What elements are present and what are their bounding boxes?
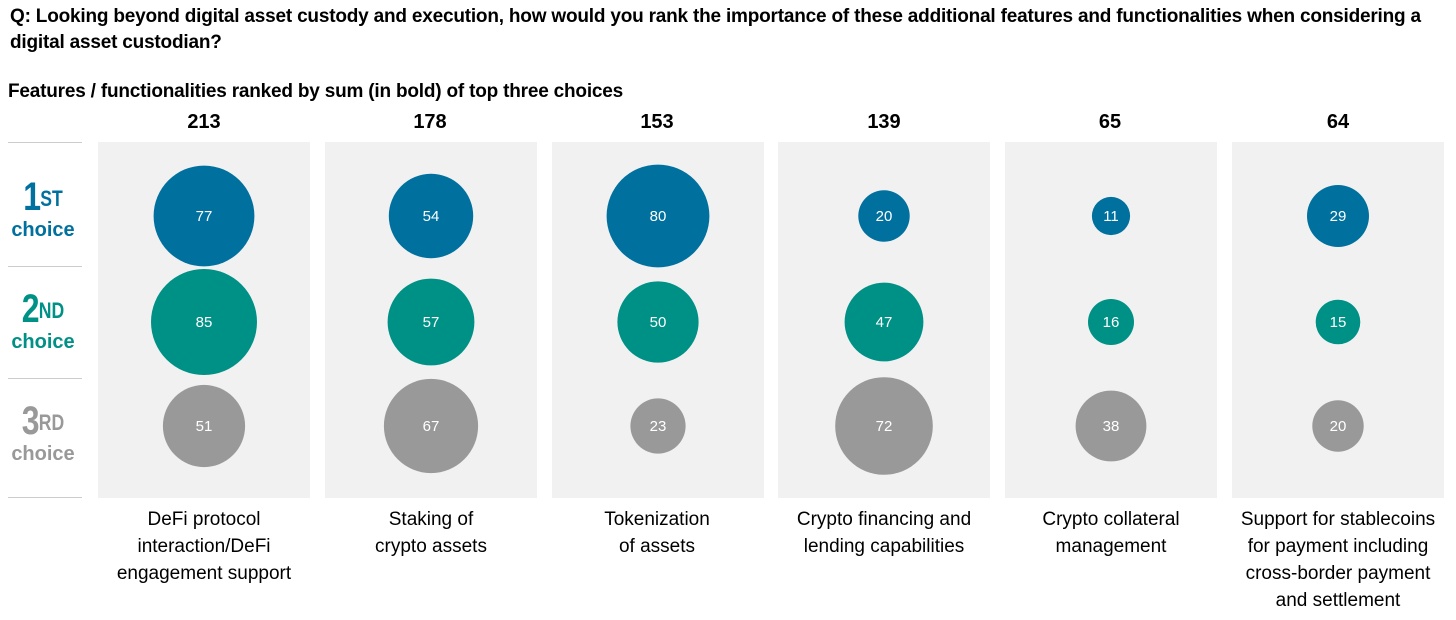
category-label-line: and settlement <box>1275 590 1401 611</box>
row-divider <box>8 378 82 379</box>
row-number: 2 <box>21 287 40 331</box>
row-suffix: ND <box>38 298 65 323</box>
category-label-line: Staking of <box>388 509 474 530</box>
category-label-line: of assets <box>618 536 696 557</box>
category-label-line: DeFi protocol <box>147 509 261 530</box>
category-label-line: Tokenization <box>604 509 710 530</box>
total-staking: 178 <box>413 111 447 133</box>
row-number: 1 <box>23 175 41 219</box>
row-divider <box>8 266 82 267</box>
bubble-value-label: 77 <box>196 208 213 225</box>
row-label-third-choice: 3RD choice <box>8 400 78 466</box>
category-label-tokenization: Tokenization of assets <box>545 506 769 560</box>
bubble-value-label: 72 <box>876 418 893 435</box>
bubble-value-label: 54 <box>423 208 440 225</box>
bubble <box>153 165 255 267</box>
chart-title: Features / functionalities ranked by sum… <box>8 81 624 102</box>
bubble-value-label: 23 <box>650 418 667 435</box>
bubble-value-label: 67 <box>423 418 440 435</box>
bubble-value-label: 20 <box>1330 418 1347 435</box>
bubble-value-label: 50 <box>650 314 667 331</box>
bubble-value-label: 51 <box>196 418 213 435</box>
category-label-defi: DeFi protocol interaction/DeFi engagement … <box>92 506 316 587</box>
row-label-second-choice: 2ND choice <box>8 288 78 354</box>
bubble-value-label: 85 <box>196 314 213 331</box>
bubble <box>835 377 933 475</box>
category-label-line: interaction/DeFi <box>137 536 271 557</box>
total-stablecoins: 64 <box>1326 111 1350 133</box>
category-label-staking: Staking of crypto assets <box>319 506 543 560</box>
row-label-first-choice: 1ST choice <box>8 176 78 242</box>
category-label-line: for payment including <box>1247 536 1429 557</box>
bubble-value-label: 47 <box>876 314 893 331</box>
total-tokenization: 153 <box>640 111 674 133</box>
bubble <box>162 384 246 468</box>
bubble-value-label: 20 <box>876 208 893 225</box>
category-label-line: engagement support <box>116 563 292 584</box>
row-word: choice <box>11 331 75 353</box>
total-defi: 213 <box>187 111 221 133</box>
bubble <box>858 190 910 242</box>
category-label-line: management <box>1055 536 1167 557</box>
bubble <box>1315 299 1361 345</box>
bubble-value-label: 57 <box>423 314 440 331</box>
category-label-line: Support for stablecoins <box>1240 509 1436 530</box>
total-financing: 139 <box>867 111 901 133</box>
bubble <box>844 282 924 362</box>
bubble-value-label: 16 <box>1103 314 1120 331</box>
bubble <box>388 173 474 259</box>
row-divider <box>8 142 82 143</box>
category-label-line: Crypto financing and <box>796 509 972 530</box>
bubble <box>383 378 479 474</box>
bubble <box>606 164 710 268</box>
category-label-line: Crypto collateral <box>1042 509 1180 530</box>
category-label-collateral: Crypto collateral management <box>999 506 1223 560</box>
row-ordinal: 3RD <box>15 400 71 442</box>
category-label-financing: Crypto financing and lending capabilities <box>772 506 996 560</box>
bubble <box>1312 400 1364 452</box>
bubble <box>630 398 686 454</box>
bubble-value-label: 38 <box>1103 418 1120 435</box>
bubble <box>1075 390 1147 462</box>
bubble <box>1091 196 1131 236</box>
bubble <box>151 269 257 375</box>
question-text: Q: Looking beyond digital asset custody … <box>10 6 1421 53</box>
category-label-line: lending capabilities <box>803 536 965 557</box>
row-word: choice <box>11 219 75 241</box>
bubble <box>617 281 699 363</box>
bubble-value-label: 80 <box>650 208 667 225</box>
row-suffix: RD <box>38 410 65 435</box>
row-divider <box>8 497 82 498</box>
row-ordinal: 1ST <box>15 176 71 218</box>
bubble <box>1307 185 1369 247</box>
bubble-value-label: 15 <box>1330 314 1347 331</box>
bubble <box>387 278 475 366</box>
total-collateral: 65 <box>1098 111 1122 133</box>
row-number: 3 <box>21 399 40 443</box>
category-label-line: crypto assets <box>375 536 487 557</box>
bubble-value-label: 29 <box>1330 208 1347 225</box>
bubble-value-label: 11 <box>1103 208 1119 225</box>
category-label-stablecoins: Support for stablecoins for payment inclu… <box>1226 506 1450 614</box>
row-word: choice <box>11 443 75 465</box>
row-suffix: ST <box>40 186 63 211</box>
category-label-line: cross-border payment <box>1245 563 1431 584</box>
row-ordinal: 2ND <box>15 288 71 330</box>
bubble <box>1088 299 1134 345</box>
